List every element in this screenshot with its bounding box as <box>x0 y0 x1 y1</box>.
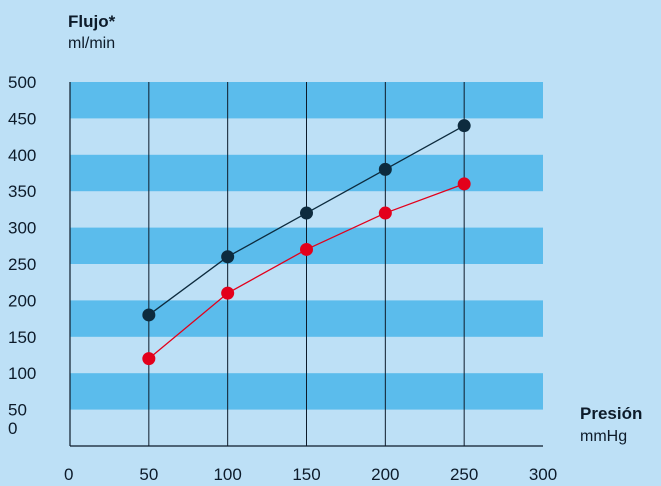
x-tick-100: 100 <box>213 465 241 484</box>
y-tick-150: 150 <box>8 328 36 347</box>
y-tick-250: 250 <box>8 255 36 274</box>
y-tick-400: 400 <box>8 146 36 165</box>
x-axis-unit: mmHg <box>580 428 628 445</box>
y-tick-200: 200 <box>8 291 36 310</box>
series-1-point-250 <box>457 177 471 191</box>
x-tick-300: 300 <box>529 465 557 484</box>
vertical-gridlines <box>148 82 465 446</box>
series-1-point-200 <box>378 206 392 220</box>
series-1-point-50 <box>142 352 156 366</box>
axes <box>69 82 543 447</box>
series-1-point-100 <box>221 286 235 300</box>
y-tick-0: 0 <box>8 419 17 438</box>
series-0-point-150 <box>300 206 313 220</box>
x-tick-0: 0 <box>64 465 73 484</box>
y-axis-unit: ml/min <box>68 35 116 52</box>
x-tick-150: 150 <box>292 465 320 484</box>
y-tick-350: 350 <box>8 182 36 201</box>
y-tick-500: 500 <box>8 73 36 92</box>
y-tick-50: 50 <box>8 401 27 420</box>
series-0-point-50 <box>142 308 156 322</box>
y-tick-100: 100 <box>8 364 36 383</box>
y-tick-450: 450 <box>8 109 36 128</box>
x-tick-250: 250 <box>450 465 478 484</box>
x-axis-title: Presión <box>580 404 643 423</box>
data-series <box>142 119 471 366</box>
y-tick-300: 300 <box>8 219 36 238</box>
y-tick-labels: 050 100 150 200 250 300 350 400 450 500 <box>8 73 36 438</box>
x-tick-50: 50 <box>139 465 158 484</box>
series-0-point-100 <box>221 250 235 264</box>
series-0-point-200 <box>378 162 392 176</box>
y-axis-title: Flujo* <box>68 12 116 31</box>
series-0-point-250 <box>457 119 471 133</box>
series-1-point-150 <box>300 242 313 256</box>
x-tick-labels: 0 50 100 150 200 250 300 <box>64 465 557 484</box>
x-tick-200: 200 <box>371 465 399 484</box>
